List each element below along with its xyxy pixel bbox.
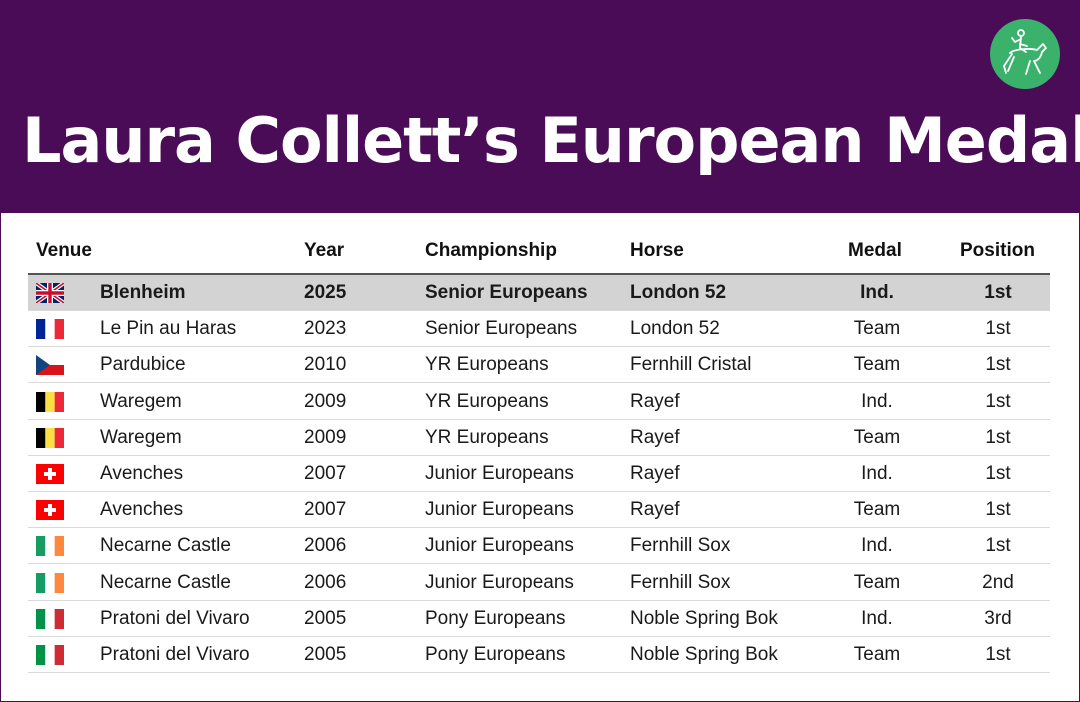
table-row: Necarne Castle 2006 Junior Europeans Fernhi… (28, 565, 1050, 601)
table-row: Pratoni del Vivaro 2005 Pony Europeans Nobl… (28, 601, 1050, 637)
table-row: Waregem 2009 YR Europeans Rayef Team 1st (28, 420, 1050, 456)
cell-championship: Pony Europeans (425, 644, 566, 665)
cell-horse: London 52 (630, 282, 727, 303)
cell-position: 1st (984, 282, 1012, 303)
column-header-medal: Medal (848, 240, 902, 261)
cell-venue: Avenches (100, 463, 184, 484)
italy-flag-icon (36, 608, 64, 629)
cell-medal: Team (853, 354, 901, 376)
cell-horse: Fernhill Sox (630, 571, 731, 593)
cell-horse: Rayef (630, 499, 680, 521)
cell-position: 1st (985, 354, 1011, 376)
cell-championship: Junior Europeans (425, 535, 574, 557)
cell-venue: Pratoni del Vivaro (100, 607, 250, 629)
ireland-flag-icon (36, 572, 64, 593)
column-header-position: Position (960, 240, 1035, 261)
cell-medal: Team (853, 318, 901, 340)
cell-horse: Rayef (630, 390, 680, 412)
cell-medal: Ind. (861, 463, 893, 484)
table-row: Waregem 2009 YR Europeans Rayef Ind. 1st (28, 384, 1050, 420)
header-divider (28, 273, 1050, 275)
cell-year: 2009 (304, 390, 347, 412)
cell-horse: Fernhill Sox (630, 535, 731, 557)
cell-year: 2025 (304, 282, 347, 303)
eventing-rider-icon (990, 19, 1060, 89)
cell-venue: Blenheim (100, 282, 186, 303)
table-row: Avenches 2007 Junior Europeans Rayef Ind. 1st (28, 456, 1050, 492)
cell-position: 1st (985, 644, 1011, 665)
switzerland-flag-icon (36, 464, 64, 484)
cell-position: 1st (985, 499, 1011, 521)
cell-horse: Rayef (630, 426, 680, 448)
czech-flag-icon (36, 355, 64, 376)
table-row: Avenches 2007 Junior Europeans Rayef Team 1st (28, 492, 1050, 529)
france-flag-icon (36, 319, 64, 340)
title-banner: Laura Collett’s European Medals (0, 0, 1080, 213)
cell-championship: Pony Europeans (425, 607, 566, 629)
cell-horse: Rayef (630, 463, 680, 484)
cell-year: 2009 (304, 426, 347, 448)
cell-horse: Fernhill Cristal (630, 354, 752, 376)
table-row: Blenheim 2025 Senior Europeans London 52 Ind… (28, 275, 1050, 311)
cell-venue: Le Pin au Haras (100, 318, 237, 340)
cell-medal: Ind. (861, 390, 893, 412)
cell-venue: Pratoni del Vivaro (100, 644, 250, 665)
cell-year: 2006 (304, 535, 347, 557)
cell-horse: Noble Spring Bok (630, 644, 778, 665)
ireland-flag-icon (36, 536, 64, 557)
cell-championship: Senior Europeans (425, 318, 578, 340)
cell-medal: Team (853, 644, 901, 665)
page-title: Laura Collett’s European Medals (22, 104, 1080, 177)
belgium-flag-icon (36, 391, 64, 412)
cell-position: 1st (985, 426, 1011, 448)
cell-venue: Waregem (100, 390, 182, 412)
cell-medal: Ind. (860, 282, 894, 303)
switzerland-flag-icon (36, 500, 64, 521)
column-header-horse: Horse (630, 240, 684, 261)
column-header-championship: Championship (425, 240, 557, 261)
table-row: Necarne Castle 2006 Junior Europeans Fernhi… (28, 528, 1050, 565)
cell-position: 1st (985, 318, 1011, 340)
cell-championship: Junior Europeans (425, 463, 574, 484)
cell-venue: Avenches (100, 499, 184, 521)
italy-flag-icon (36, 645, 64, 665)
cell-position: 1st (985, 390, 1011, 412)
cell-venue: Pardubice (100, 354, 186, 376)
cell-year: 2005 (304, 644, 347, 665)
table-row: Pardubice 2010 YR Europeans Fernhill Crista… (28, 347, 1050, 384)
cell-year: 2007 (304, 499, 347, 521)
column-header-venue: Venue (36, 240, 92, 261)
cell-horse: Noble Spring Bok (630, 607, 778, 629)
table-row: Le Pin au Haras 2023 Senior Europeans Londo… (28, 311, 1050, 348)
cell-medal: Team (853, 571, 901, 593)
uk-flag-icon (34, 281, 66, 305)
cell-championship: YR Europeans (425, 426, 549, 448)
cell-championship: Junior Europeans (425, 571, 574, 593)
cell-venue: Necarne Castle (100, 535, 231, 557)
cell-medal: Team (853, 499, 901, 521)
cell-year: 2005 (304, 607, 347, 629)
cell-venue: Waregem (100, 426, 182, 448)
cell-year: 2023 (304, 318, 347, 340)
cell-championship: YR Europeans (425, 354, 549, 376)
cell-venue: Necarne Castle (100, 571, 231, 593)
column-header-year: Year (304, 240, 345, 261)
cell-medal: Ind. (861, 607, 893, 629)
cell-medal: Team (853, 426, 901, 448)
cell-position: 1st (985, 463, 1011, 484)
table-row: Pratoni del Vivaro 2005 Pony Europeans Nobl… (28, 637, 1050, 673)
cell-medal: Ind. (861, 535, 893, 557)
logo-graphic (1003, 29, 1047, 75)
cell-championship: Junior Europeans (425, 499, 574, 521)
cell-year: 2006 (304, 571, 347, 593)
cell-position: 1st (985, 535, 1011, 557)
cell-championship: YR Europeans (425, 390, 549, 412)
cell-horse: London 52 (630, 318, 720, 340)
cell-position: 2nd (982, 571, 1014, 593)
belgium-flag-icon (36, 427, 64, 448)
cell-year: 2007 (304, 463, 347, 484)
cell-position: 3rd (984, 607, 1012, 629)
cell-year: 2010 (304, 354, 347, 376)
cell-championship: Senior Europeans (425, 282, 588, 303)
